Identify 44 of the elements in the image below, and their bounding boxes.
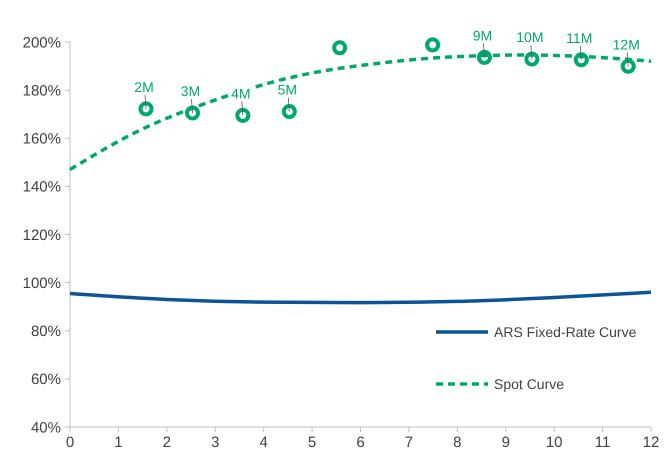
y-tick-label: 60% xyxy=(30,371,61,388)
point xyxy=(476,50,492,65)
point xyxy=(184,105,200,120)
y-tick-label: 160% xyxy=(22,130,61,148)
y-tick-label: 180% xyxy=(22,82,61,100)
point xyxy=(138,101,154,116)
x-tick-label: 4 xyxy=(259,434,268,451)
y-tick-label: 120% xyxy=(22,226,61,244)
x-tick-label: 0 xyxy=(66,434,74,451)
x-tick-label: 9 xyxy=(502,434,510,451)
annotation: 5M xyxy=(278,82,298,98)
point xyxy=(332,40,348,56)
line-series xyxy=(68,53,653,172)
x-tick-label: 10 xyxy=(546,434,563,451)
x-tick-label: 1 xyxy=(114,434,123,451)
legend-label: Spot Curve xyxy=(494,376,564,392)
y-tick-label: 140% xyxy=(22,178,61,196)
point xyxy=(282,104,297,120)
x-tick-label: 12 xyxy=(642,434,660,451)
annotation: 11M xyxy=(566,30,592,46)
x-tick-label: 7 xyxy=(404,434,414,451)
x-tick-label: 2 xyxy=(162,434,172,451)
y-tick-label: 100% xyxy=(22,274,61,292)
point xyxy=(425,37,440,52)
x-tick-label: 8 xyxy=(453,434,462,451)
y-tick-label: 200% xyxy=(22,34,61,52)
legend-label: ARS Fixed-Rate Curve xyxy=(494,324,637,340)
x-tick-label: 3 xyxy=(211,434,220,451)
line-series xyxy=(68,290,653,304)
annotation: 4M xyxy=(231,85,251,102)
annotation: 10M xyxy=(516,29,544,46)
point xyxy=(524,52,540,67)
x-tick-label: 6 xyxy=(356,434,365,451)
annotation: 2M xyxy=(134,78,154,95)
point xyxy=(235,108,250,123)
point xyxy=(620,58,636,74)
annotation: 3M xyxy=(180,82,200,99)
y-tick-label: 80% xyxy=(30,323,61,340)
x-tick-label: 11 xyxy=(594,434,610,451)
point xyxy=(574,52,589,68)
annotation: 12M xyxy=(612,36,640,52)
annotation: 9M xyxy=(472,27,492,44)
y-tick-label: 40% xyxy=(30,419,61,436)
x-tick-label: 5 xyxy=(308,434,316,451)
